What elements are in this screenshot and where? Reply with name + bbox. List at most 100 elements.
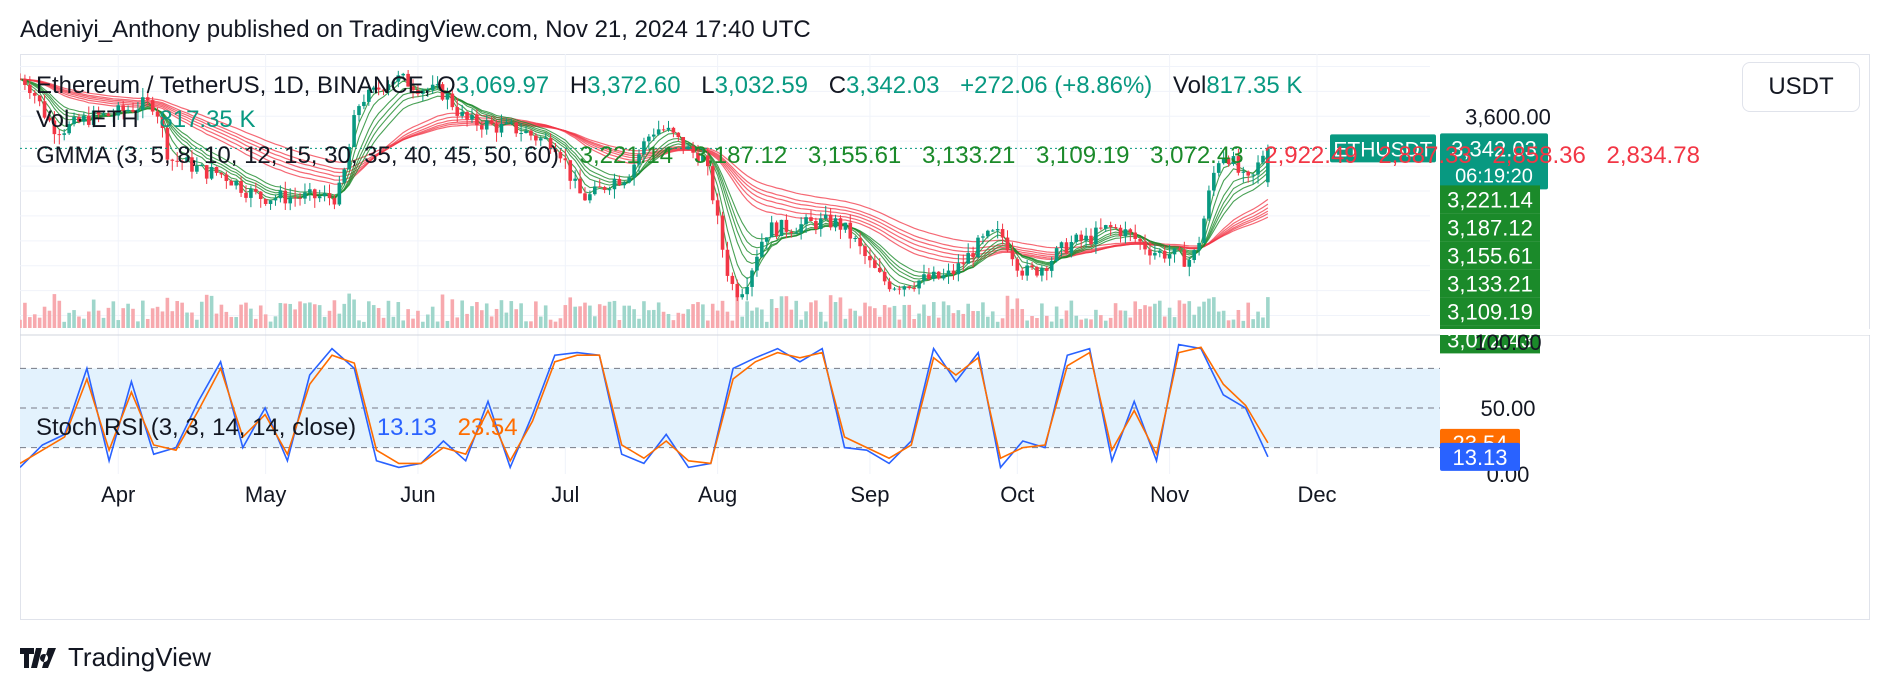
last-price-box <box>1440 133 1548 190</box>
stoch-label[interactable]: Stoch RSI (3, 3, 14, 14, close) <box>36 414 357 441</box>
volume-bar <box>740 316 744 328</box>
candle-body <box>1094 227 1098 245</box>
volume-bar <box>1099 315 1103 328</box>
volume-bar <box>951 313 956 328</box>
volume-bar <box>32 314 37 328</box>
volume-bar <box>1035 318 1039 328</box>
candle-body <box>308 189 312 193</box>
gmma-value: 3,072.43 <box>1150 142 1244 169</box>
candle-body <box>484 120 489 130</box>
candle-body <box>170 159 175 161</box>
volume-bar <box>514 309 519 328</box>
candle-body <box>1030 265 1034 268</box>
candle-body <box>981 236 985 238</box>
candle-body <box>273 198 278 201</box>
candle-body <box>504 122 509 124</box>
candle-body <box>121 105 125 112</box>
candle-body <box>936 271 941 279</box>
publish-info: Adeniyi_Anthony published on TradingView… <box>20 16 811 43</box>
candle-body <box>519 133 523 135</box>
volume-bar <box>67 312 71 328</box>
volume-bar <box>190 312 194 328</box>
candle-body <box>337 182 342 205</box>
volume-bar <box>263 314 268 328</box>
volume-bar <box>941 301 946 328</box>
volume-bar <box>524 321 528 328</box>
volume-bar <box>529 321 533 328</box>
volume-bar <box>131 308 135 328</box>
candle-body <box>543 138 548 140</box>
candle-body <box>524 130 528 134</box>
candle-body <box>1069 242 1074 254</box>
volume-bar <box>651 309 656 328</box>
volume-bar <box>150 308 155 328</box>
candle-body <box>882 271 887 282</box>
candle-body <box>190 157 194 172</box>
volume-bar <box>254 318 258 328</box>
candle-body <box>1177 248 1182 250</box>
volume-bar <box>971 310 975 328</box>
candle-body <box>986 230 990 237</box>
volume-bar <box>440 294 445 328</box>
volume-bar <box>376 308 381 328</box>
candle-body <box>1202 218 1206 243</box>
symbol-title[interactable]: Ethereum / TetherUS, 1D, BINANCE <box>36 72 424 99</box>
volume-bar <box>828 295 833 328</box>
volume-bar <box>327 310 332 328</box>
volume-indicator-label[interactable]: Vol · ETH <box>36 106 139 133</box>
candle-body <box>1005 237 1010 251</box>
candle-body <box>509 122 514 124</box>
candle-body <box>730 275 735 284</box>
candle-body <box>848 222 853 239</box>
volume-bars <box>20 293 1270 328</box>
candle-body <box>1192 250 1196 260</box>
volume-bar <box>308 302 312 328</box>
x-tick-label: Oct <box>1000 482 1034 507</box>
volume-bar <box>288 303 293 328</box>
gmma-short-line <box>20 78 1269 275</box>
stoch-axis-label: 100.00 <box>1474 330 1541 355</box>
gmma-value: 3,133.21 <box>921 142 1016 169</box>
volume-bar <box>666 313 671 328</box>
candle-body <box>1207 190 1211 219</box>
candle-body <box>666 127 671 130</box>
currency-selector[interactable]: USDT <box>1742 62 1860 112</box>
volume-bar <box>199 301 204 328</box>
candle-body <box>696 152 700 162</box>
volume-bar <box>391 316 396 328</box>
volume-bar <box>136 321 140 328</box>
volume-bar <box>1197 306 1201 328</box>
volume-bar <box>1162 316 1167 328</box>
volume-bar <box>779 296 784 328</box>
volume-bar <box>249 308 253 328</box>
candle-body <box>1089 235 1093 245</box>
candle-body <box>990 230 995 232</box>
price-axis-label: 3,600.00 <box>1465 104 1551 129</box>
volume-bar <box>764 321 769 328</box>
candle-body <box>317 196 322 199</box>
volume-bar <box>96 310 101 328</box>
volume-bar <box>416 310 420 328</box>
candle-body <box>199 165 204 167</box>
close-value: 3,342.03 <box>846 72 940 99</box>
gmma-axis-tag <box>1440 241 1540 270</box>
high-value: 3,372.60 <box>587 72 681 99</box>
volume-bar <box>637 318 641 328</box>
candle-body <box>411 86 415 91</box>
candle-body <box>622 182 627 186</box>
gmma-label[interactable]: GMMA (3, 5, 8, 10, 12, 15, 30, 35, 40, 4… <box>36 142 559 169</box>
x-tick-label: Aug <box>698 482 737 507</box>
ohlc-legend: Ethereum / TetherUS, 1D, BINANCE, O3,069… <box>36 72 1303 99</box>
volume-bar <box>278 302 283 328</box>
candle-body <box>588 194 592 201</box>
candle-body <box>455 107 460 116</box>
volume-bar <box>1143 305 1147 328</box>
volume-bar <box>976 311 980 328</box>
volume-bar <box>858 316 862 328</box>
candle-body <box>745 286 749 295</box>
volume-bar <box>303 303 307 328</box>
stoch-k-tag <box>1440 442 1520 471</box>
volume-bar <box>1089 319 1093 328</box>
volume-bar <box>352 299 356 328</box>
